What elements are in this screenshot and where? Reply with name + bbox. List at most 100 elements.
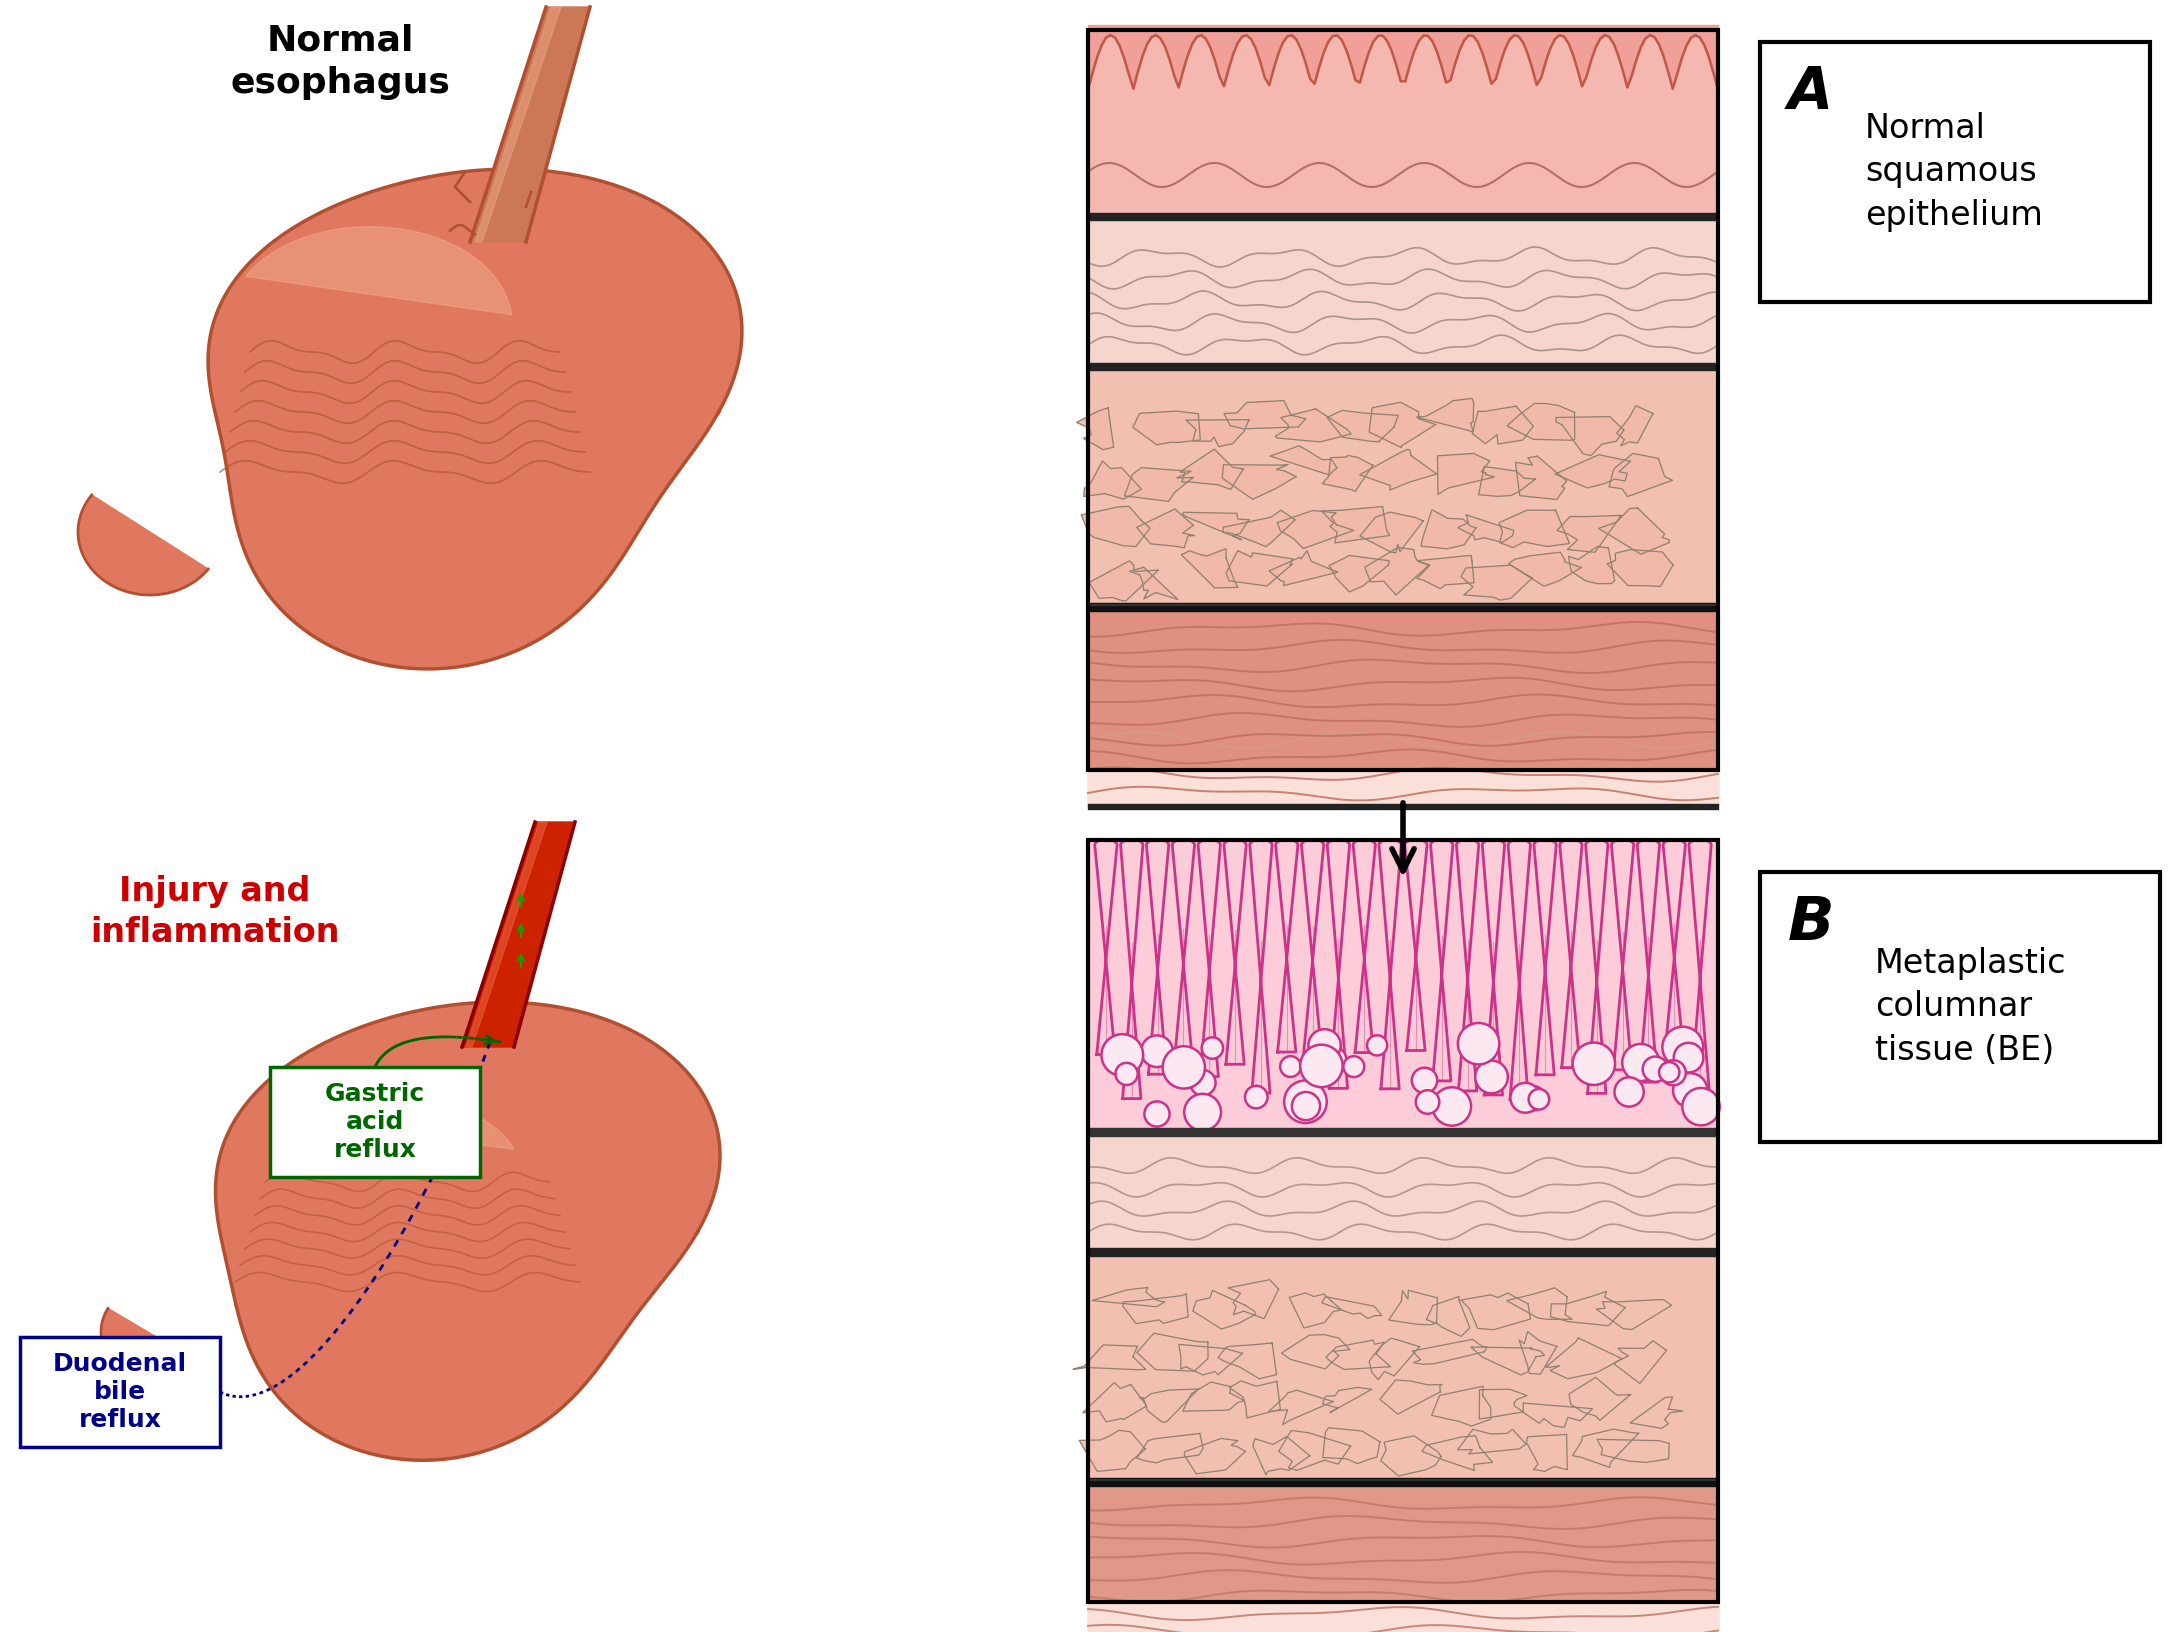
Polygon shape xyxy=(1458,1430,1525,1454)
Polygon shape xyxy=(1416,555,1475,589)
Polygon shape xyxy=(1353,839,1375,1053)
Polygon shape xyxy=(1458,514,1514,542)
Polygon shape xyxy=(1420,509,1475,548)
Polygon shape xyxy=(1122,839,1143,1098)
Circle shape xyxy=(1320,1046,1346,1072)
Polygon shape xyxy=(1074,1345,1146,1369)
Polygon shape xyxy=(1185,1438,1246,1474)
Circle shape xyxy=(1510,1084,1540,1113)
Text: Duodenal
bile
reflux: Duodenal bile reflux xyxy=(52,1353,188,1431)
Polygon shape xyxy=(1636,839,1661,1082)
Polygon shape xyxy=(1222,511,1296,547)
Polygon shape xyxy=(1198,839,1220,1077)
Polygon shape xyxy=(1455,839,1479,1090)
Circle shape xyxy=(1115,1062,1137,1085)
Circle shape xyxy=(1416,1090,1440,1113)
Polygon shape xyxy=(1089,561,1159,601)
Polygon shape xyxy=(1545,1338,1621,1379)
Polygon shape xyxy=(1281,1335,1351,1369)
Polygon shape xyxy=(1228,1381,1281,1418)
Polygon shape xyxy=(1359,449,1436,490)
Polygon shape xyxy=(1300,839,1324,1056)
Polygon shape xyxy=(1479,1389,1527,1418)
Polygon shape xyxy=(1599,508,1669,555)
Polygon shape xyxy=(1187,419,1248,447)
Polygon shape xyxy=(463,823,576,1048)
Polygon shape xyxy=(1379,1381,1442,1413)
Circle shape xyxy=(1344,1056,1364,1077)
Polygon shape xyxy=(1082,506,1150,547)
Bar xyxy=(271,1067,480,1177)
Polygon shape xyxy=(1416,398,1473,432)
Circle shape xyxy=(1143,1102,1170,1126)
Bar xyxy=(1761,871,2160,1142)
Polygon shape xyxy=(1076,408,1113,450)
Polygon shape xyxy=(1218,1343,1276,1379)
Polygon shape xyxy=(1508,403,1575,441)
Text: Injury and
inflammation: Injury and inflammation xyxy=(89,875,340,948)
Polygon shape xyxy=(247,227,513,315)
Polygon shape xyxy=(1423,1436,1492,1470)
Polygon shape xyxy=(1183,1382,1244,1412)
Circle shape xyxy=(1643,1056,1667,1082)
Circle shape xyxy=(1366,1035,1388,1056)
Polygon shape xyxy=(1322,1428,1379,1464)
Circle shape xyxy=(1300,1044,1342,1087)
Polygon shape xyxy=(1095,839,1117,1054)
Polygon shape xyxy=(1276,839,1298,1053)
Circle shape xyxy=(1246,1085,1268,1108)
Polygon shape xyxy=(1137,1333,1209,1371)
Polygon shape xyxy=(1560,839,1582,1067)
Polygon shape xyxy=(1482,839,1506,1095)
Polygon shape xyxy=(1438,454,1495,494)
Bar xyxy=(1089,29,1717,770)
Polygon shape xyxy=(1534,839,1556,1075)
Text: A: A xyxy=(1787,64,1833,121)
Polygon shape xyxy=(1569,1377,1630,1420)
Polygon shape xyxy=(1499,511,1569,548)
Circle shape xyxy=(1661,1061,1687,1085)
Circle shape xyxy=(1475,1061,1508,1093)
Polygon shape xyxy=(1551,1291,1626,1325)
Circle shape xyxy=(1434,1087,1471,1126)
Polygon shape xyxy=(1431,1386,1490,1426)
Circle shape xyxy=(1682,1089,1719,1126)
Circle shape xyxy=(1615,1077,1643,1106)
Polygon shape xyxy=(1508,552,1582,586)
Circle shape xyxy=(1458,1023,1499,1064)
Polygon shape xyxy=(1508,839,1530,1100)
Polygon shape xyxy=(1573,1430,1639,1467)
Polygon shape xyxy=(1130,568,1178,599)
Polygon shape xyxy=(1527,1435,1567,1472)
Polygon shape xyxy=(467,823,548,1048)
Circle shape xyxy=(1102,1035,1143,1075)
Polygon shape xyxy=(1516,457,1567,499)
Polygon shape xyxy=(1615,1342,1667,1384)
Polygon shape xyxy=(1379,839,1401,1089)
Polygon shape xyxy=(1327,839,1351,1089)
Polygon shape xyxy=(1270,446,1338,475)
Polygon shape xyxy=(1180,548,1237,588)
Polygon shape xyxy=(1180,449,1244,490)
Circle shape xyxy=(1285,1080,1327,1123)
Polygon shape xyxy=(1597,1439,1669,1462)
Polygon shape xyxy=(1270,550,1338,586)
Circle shape xyxy=(1185,1093,1222,1131)
Polygon shape xyxy=(1183,512,1248,540)
Polygon shape xyxy=(1473,406,1534,444)
Circle shape xyxy=(1658,1062,1680,1082)
Polygon shape xyxy=(1431,839,1453,1080)
Polygon shape xyxy=(1137,509,1194,548)
Polygon shape xyxy=(216,1002,720,1461)
Polygon shape xyxy=(277,1095,515,1149)
Bar xyxy=(1089,840,1717,1603)
Polygon shape xyxy=(1137,1433,1202,1462)
Circle shape xyxy=(1292,1092,1320,1120)
Polygon shape xyxy=(1279,1431,1351,1470)
Polygon shape xyxy=(100,1309,209,1384)
Polygon shape xyxy=(1322,455,1372,491)
Polygon shape xyxy=(1290,1293,1342,1328)
Polygon shape xyxy=(1595,1299,1671,1330)
Polygon shape xyxy=(79,494,207,596)
Polygon shape xyxy=(1322,1387,1372,1413)
